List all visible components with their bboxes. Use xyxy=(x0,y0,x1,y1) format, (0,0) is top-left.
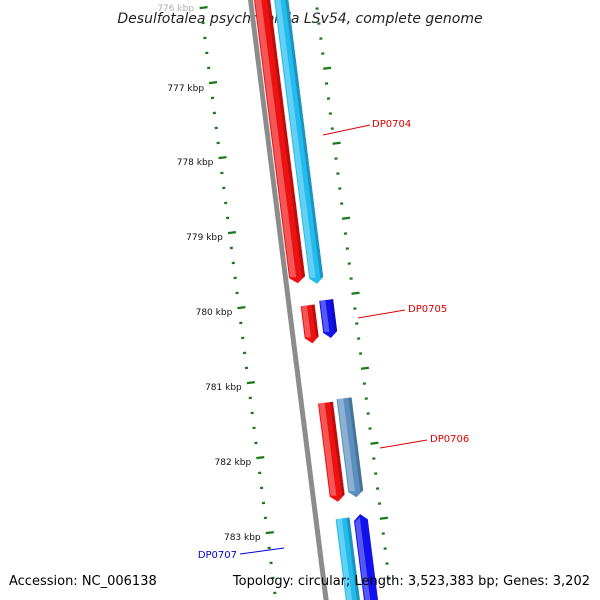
major-tick xyxy=(237,306,246,310)
tick-label: 779 kbp xyxy=(186,233,223,243)
major-tick xyxy=(341,216,351,220)
major-tick xyxy=(370,441,379,445)
gene-leader-line xyxy=(379,439,428,449)
major-tick xyxy=(246,381,255,385)
gene-DP0706-forward-highlight xyxy=(337,398,355,492)
major-tick xyxy=(360,366,370,370)
gene-DP0705-forward xyxy=(319,299,338,338)
gene-leader-line xyxy=(239,547,285,555)
gene-label-layer: DP0704 DP0705 DP0706 DP0707 xyxy=(198,119,469,561)
gene-DP0707-blue xyxy=(354,514,379,600)
gene-DP0705-reverse xyxy=(300,304,319,344)
gene-DP0704-reverse-shade xyxy=(267,0,305,278)
gene-DP0705-forward-highlight xyxy=(320,300,330,333)
gene-label: DP0705 xyxy=(408,304,447,315)
gene-DP0707-cyan-highlight xyxy=(336,518,353,600)
tick-label: 783 kbp xyxy=(224,533,261,543)
genome-backbone xyxy=(248,0,329,600)
gene-leader-line xyxy=(322,124,371,136)
major-tick xyxy=(199,6,208,10)
tick-label: 776 kbp xyxy=(157,4,194,14)
gene-DP0707-cyan xyxy=(335,517,360,600)
gene-DP0707-cyan-shade xyxy=(346,517,360,600)
gene-DP0707-blue-highlight xyxy=(355,517,371,600)
gene-DP0704-forward-shade xyxy=(285,0,324,279)
gene-DP0704-forward-highlight xyxy=(275,0,316,278)
major-tick xyxy=(227,231,237,235)
tick-label: 780 kbp xyxy=(196,308,233,318)
gene-DP0706-forward xyxy=(336,397,364,498)
gene-DP0706-reverse-highlight xyxy=(319,402,337,496)
gene-leader-line xyxy=(357,309,406,319)
gene-label: DP0707 xyxy=(198,550,237,561)
genome-stats-text: Topology: circular; Length: 3,523,383 bp… xyxy=(232,574,590,589)
major-tick xyxy=(218,156,227,160)
tick-label: 781 kbp xyxy=(205,383,242,393)
gene-DP0705-forward-shade xyxy=(330,299,338,333)
major-tick xyxy=(265,531,274,535)
tick-label: 778 kbp xyxy=(177,158,214,168)
gene-DP0706-reverse xyxy=(318,401,345,502)
major-tick xyxy=(256,456,265,460)
tick-label: 777 kbp xyxy=(167,84,204,94)
major-tick xyxy=(379,516,388,520)
major-tick xyxy=(323,66,332,70)
gene-label: DP0704 xyxy=(372,119,411,130)
gene-DP0704-forward xyxy=(274,0,324,284)
gene-DP0706-forward-shade xyxy=(348,397,364,492)
accession-text: Accession: NC_006138 xyxy=(9,574,157,589)
gene-DP0704-reverse-highlight xyxy=(255,0,297,278)
gene-DP0705-reverse-highlight xyxy=(301,305,311,338)
feature-track xyxy=(248,0,379,600)
major-tick xyxy=(351,291,360,295)
tick-label: 782 kbp xyxy=(215,458,252,468)
gene-DP0706-reverse-shade xyxy=(329,401,345,497)
gene-label: DP0706 xyxy=(430,434,469,445)
major-tick xyxy=(208,81,218,85)
gene-DP0705-reverse-shade xyxy=(311,304,319,338)
tick-ring: 776 kbp 777 kbp 778 kbp 779 kbp 780 kbp 781 k… xyxy=(157,4,391,595)
map-title: Desulfotalea psychrophila LSv54, complet… xyxy=(117,11,482,27)
major-tick xyxy=(332,141,341,145)
gene-DP0704-reverse xyxy=(254,0,305,284)
